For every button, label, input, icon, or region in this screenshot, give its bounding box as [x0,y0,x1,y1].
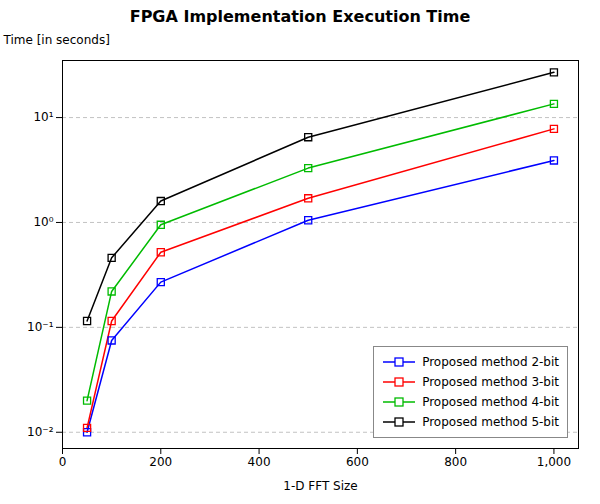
svg-text:400: 400 [248,455,271,469]
html-text:Proposed method 2-bit: Proposed method 2-bit [422,355,559,369]
svg-text:200: 200 [149,455,172,469]
svg-text:10⁻¹: 10⁻¹ [27,320,54,334]
svg-text:10¹: 10¹ [33,110,53,124]
svg-text:10⁰: 10⁰ [33,215,53,229]
svg-text:Time [in seconds]: Time [in seconds] [3,33,110,47]
html-text:Proposed method 5-bit: Proposed method 5-bit [422,415,559,429]
svg-text:1-D FFT Size: 1-D FFT Size [283,479,357,493]
html-text:FPGA Implementation Execution: FPGA Implementation Execution Time [129,7,471,26]
svg-text:1,000: 1,000 [537,455,571,469]
html-text:Proposed method 3-bit: Proposed method 3-bit [422,375,559,389]
svg-text:10⁻²: 10⁻² [27,425,54,439]
html-text:Proposed method 4-bit: Proposed method 4-bit [422,395,559,409]
svg-text:0: 0 [59,455,67,469]
svg-text:800: 800 [444,455,467,469]
svg-text:600: 600 [346,455,369,469]
